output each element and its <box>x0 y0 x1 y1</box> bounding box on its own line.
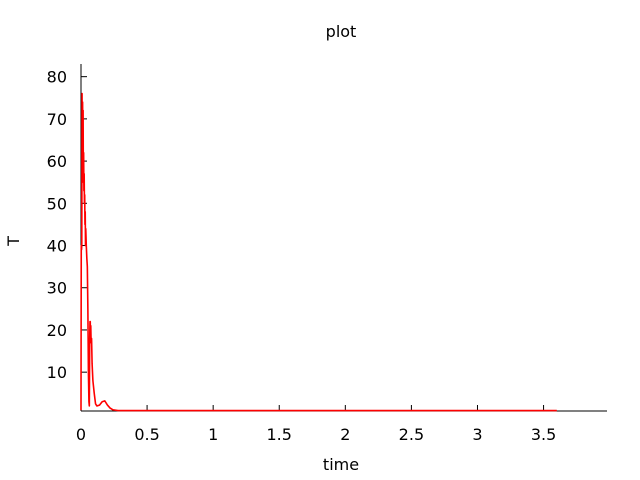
y-tick-label: 50 <box>47 194 67 213</box>
chart-title: plot <box>326 22 357 41</box>
y-axis-title: T <box>4 236 23 247</box>
x-axis-ticks: 0 0.5 1 1.5 2 2.5 3 3.5 <box>76 405 556 444</box>
x-tick-label: 0 <box>76 425 86 444</box>
y-tick-label: 80 <box>47 68 67 87</box>
y-tick-label: 60 <box>47 152 67 171</box>
x-tick-label: 2 <box>340 425 350 444</box>
x-tick-label: 3 <box>472 425 482 444</box>
y-tick-label: 70 <box>47 110 67 129</box>
series-lines <box>80 92 557 412</box>
series-line <box>80 92 557 412</box>
axes <box>80 64 607 412</box>
y-tick-label: 30 <box>47 279 67 298</box>
y-axis-ticks: 10 20 30 40 50 60 70 80 <box>47 68 87 382</box>
x-tick-label: 2.5 <box>399 425 424 444</box>
y-tick-label: 20 <box>47 321 67 340</box>
y-tick-label: 40 <box>47 237 67 256</box>
y-tick-label: 10 <box>47 363 67 382</box>
x-tick-label: 3.5 <box>531 425 556 444</box>
x-tick-label: 1.5 <box>267 425 292 444</box>
x-tick-label: 0.5 <box>134 425 159 444</box>
x-axis-title: time <box>323 455 359 474</box>
x-tick-label: 1 <box>208 425 218 444</box>
